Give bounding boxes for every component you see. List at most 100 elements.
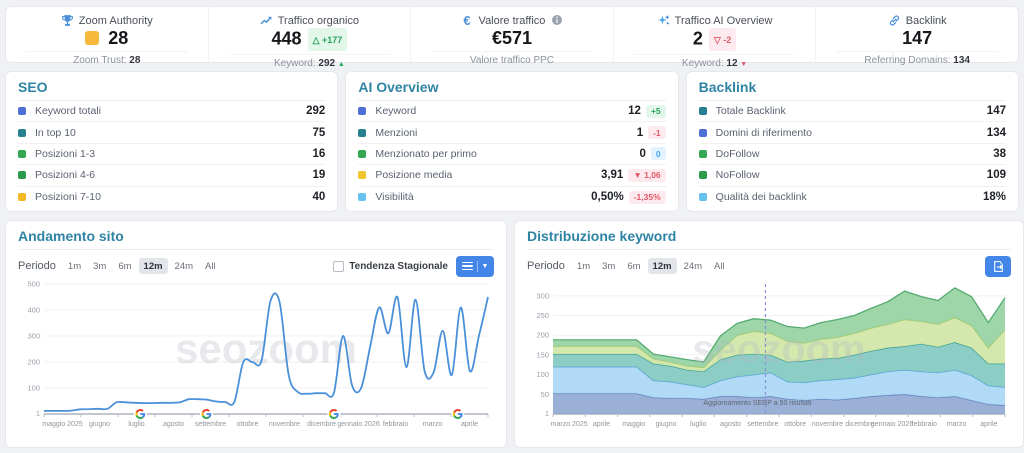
metric-label: DoFollow	[715, 147, 760, 160]
period-chip-6m[interactable]: 6m	[627, 260, 641, 272]
metric-row: Qualità dei backlink 18%	[698, 187, 1006, 208]
period-chip-3m[interactable]: 3m	[602, 260, 616, 272]
kpi-value: 448	[271, 28, 302, 49]
distribution-band-3	[553, 342, 1005, 388]
period-chip-24m[interactable]: 24m	[683, 260, 703, 272]
x-month-label: luglio	[690, 421, 706, 428]
metric-label: Menzionato per primo	[375, 147, 477, 160]
x-month-label: ottobre	[784, 421, 806, 428]
metric-label: NoFollow	[715, 169, 760, 182]
bullet-icon	[358, 193, 367, 202]
period-chip-1m[interactable]: 1m	[67, 260, 82, 272]
x-month-label: giugno	[655, 421, 676, 428]
metric-label: Qualità dei backlink	[715, 191, 807, 204]
y-tick-label: 500	[27, 280, 40, 289]
kpi-organic-traffic: Traffico organico 448 △ +177 Keyword: 292…	[209, 7, 412, 69]
kpi-sub-value: 28	[129, 55, 141, 66]
export-button[interactable]	[985, 255, 1011, 277]
kpi-label: Zoom Authority	[78, 14, 153, 27]
metric-badge: 0	[650, 147, 666, 161]
down-arrow-icon: ▼	[740, 61, 748, 68]
site-trend-chart: 1 100 200 300 400 500 maggio 2025 giugno luglio a…	[27, 280, 489, 428]
x-month-label: ottobre	[237, 421, 259, 428]
metric-label: Visibilità	[375, 191, 414, 204]
metric-panels-row: SEO Keyword totali 292 In top 10 75 Posizi…	[5, 71, 1019, 212]
panel-title: Backlink	[698, 79, 1006, 101]
metric-badge: -1	[648, 126, 666, 140]
metric-row: NoFollow 109	[698, 165, 1006, 187]
panel-title: SEO	[18, 79, 326, 101]
y-tick-label: 150	[536, 350, 549, 359]
kpi-label: Backlink	[905, 14, 947, 27]
kpi-label: Traffico AI Overview	[674, 14, 773, 27]
x-month-label: maggio	[622, 421, 645, 428]
up-arrow-icon: ▲	[337, 61, 345, 68]
metric-row: In top 10 75	[18, 122, 326, 144]
trophy-icon	[61, 14, 74, 27]
info-icon[interactable]	[550, 14, 563, 27]
kpi-label: Traffico organico	[277, 14, 360, 27]
seasonal-trend-label: Tendenza Stagionale	[349, 260, 448, 272]
period-chip-all[interactable]: All	[714, 260, 725, 272]
period-chip-12m[interactable]: 12m	[647, 258, 677, 274]
y-tick-label: 300	[536, 291, 549, 300]
seasonal-trend-checkbox[interactable]	[333, 260, 345, 272]
seozoom-watermark: seozoom	[692, 327, 865, 371]
x-month-label: gennaio 2026	[337, 421, 380, 428]
period-chip-24m[interactable]: 24m	[174, 260, 194, 272]
kpi-sub-value: 12	[726, 58, 738, 69]
keyword-distribution-panel: Distribuzione keyword Periodo 1m 3m 6m 1…	[514, 220, 1024, 448]
metric-row: Visibilità 0,50% -1,35%	[358, 187, 666, 208]
bullet-icon	[698, 193, 707, 202]
kpi-traffic-value: € Valore traffico €571 Valore traffico P…	[411, 7, 614, 66]
metric-value: 0	[639, 147, 646, 160]
x-month-label: marzo 2025	[551, 421, 588, 428]
metric-badge: +5	[645, 104, 666, 118]
metric-label: Posizioni 1-3	[35, 147, 96, 160]
chart-options-button[interactable]: ▼	[456, 255, 494, 277]
metric-label: Keyword	[375, 105, 417, 118]
metric-value: 18%	[982, 191, 1006, 204]
kpi-sub-label: Valore traffico PPC	[469, 55, 555, 66]
kpi-sub-label: Referring Domains:	[864, 55, 951, 66]
period-chip-6m[interactable]: 6m	[118, 260, 132, 272]
kpi-value: 147	[902, 28, 933, 48]
period-chip-1m[interactable]: 1m	[576, 260, 591, 272]
x-month-label: agosto	[163, 421, 184, 428]
distribution-band-5	[553, 287, 1005, 368]
metric-row: Keyword totali 292	[18, 101, 326, 123]
metric-value: 1	[636, 126, 644, 139]
metric-label: Keyword totali	[35, 105, 101, 118]
period-chip-3m[interactable]: 3m	[93, 260, 107, 272]
metric-value: 38	[993, 147, 1006, 160]
kpi-value: 28	[108, 28, 129, 48]
bullet-icon	[18, 149, 26, 158]
bullet-icon	[358, 149, 367, 158]
delta-badge: ▽ -2	[708, 28, 737, 51]
metric-label: Posizioni 4-6	[35, 169, 96, 182]
metric-value: 75	[312, 126, 326, 139]
menu-icon	[461, 260, 473, 273]
panel-seo: SEO Keyword totali 292 In top 10 75 Posizi…	[5, 71, 339, 212]
chevron-down-icon: ▼	[476, 260, 488, 272]
zoom-authority-score-box	[85, 31, 100, 45]
kpi-value-row: 28	[6, 28, 208, 48]
x-month-label: settembre	[747, 421, 778, 428]
x-month-label: aprile	[593, 421, 610, 428]
period-chip-12m[interactable]: 12m	[138, 258, 168, 274]
panel-title: AI Overview	[358, 79, 666, 101]
metric-row: Posizione media 3,91 ▼ 1,06	[358, 165, 666, 187]
period-label: Periodo	[527, 260, 565, 272]
y-tick-label: 300	[27, 332, 40, 341]
period-chip-all[interactable]: All	[205, 260, 216, 272]
metric-label: Domini di riferimento	[715, 126, 812, 139]
metric-label: Totale Backlink	[715, 105, 786, 118]
kpi-sub-value: 134	[953, 55, 970, 66]
y-tick-label: 250	[536, 311, 549, 320]
y-tick-label: 400	[27, 306, 40, 315]
bullet-icon	[18, 193, 26, 202]
serp-update-annotation-label: Aggiornamento SERP a 50 risultati	[703, 400, 811, 407]
x-month-label: maggio 2025	[42, 421, 83, 428]
